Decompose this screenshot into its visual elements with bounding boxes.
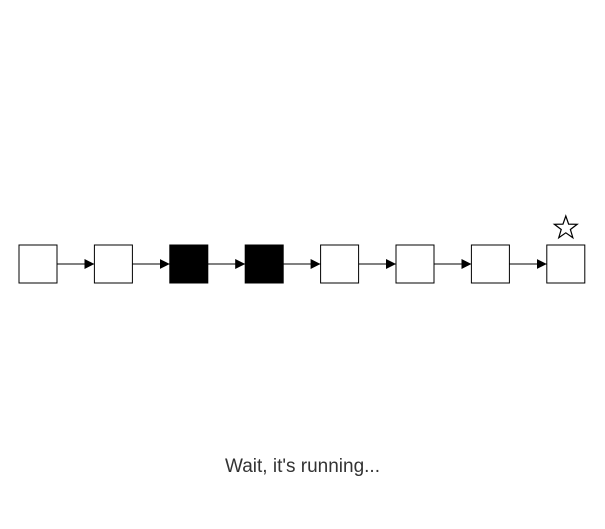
marker-layer	[552, 214, 579, 240]
chain-node	[546, 244, 586, 284]
nodes-layer	[18, 244, 586, 284]
chain-node-active	[169, 244, 209, 284]
status-message: Wait, it's running...	[225, 456, 380, 477]
chain-node	[93, 244, 133, 284]
chain-node-active	[244, 244, 284, 284]
chain-node	[395, 244, 435, 284]
chain-node	[320, 244, 360, 284]
chain-node	[470, 244, 510, 284]
star-outline-icon	[552, 214, 579, 240]
chain-node	[18, 244, 58, 284]
